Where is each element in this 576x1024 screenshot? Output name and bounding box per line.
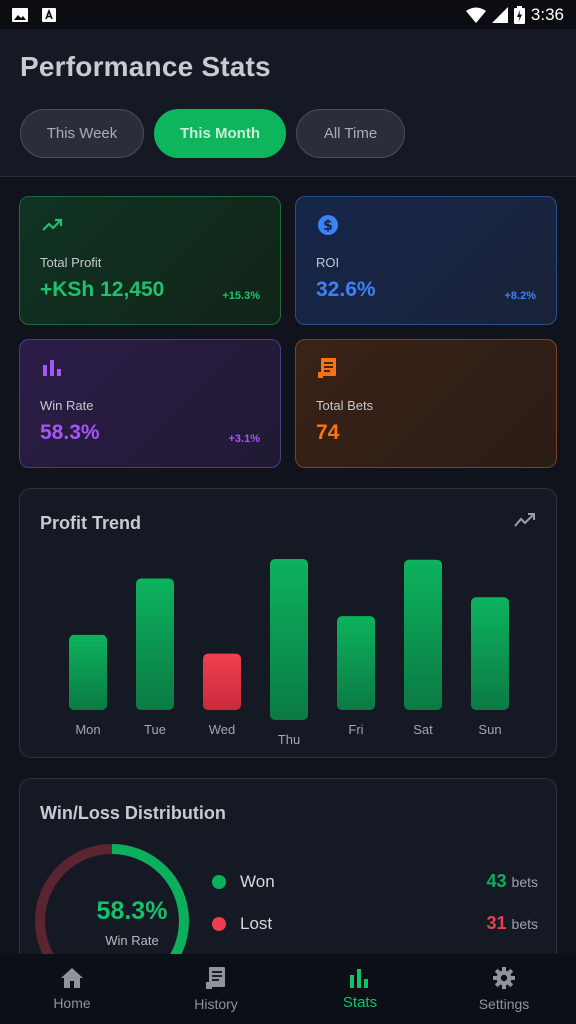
profit-trend-chart: Mon Tue Wed Thu Fri Sat Sun <box>69 559 509 747</box>
panel-title: Win/Loss Distribution <box>40 803 226 823</box>
card-change: +3.1% <box>228 433 261 445</box>
card-value: +KSh 12,450 <box>40 278 165 301</box>
card-value: 32.6% <box>316 278 376 301</box>
nav-history[interactable]: History <box>144 954 288 1024</box>
win-rate-value: 58.3% <box>96 897 168 925</box>
x-tick-label: Tue <box>144 722 166 737</box>
card-label: Total Profit <box>40 255 102 270</box>
clock: 3:36 <box>530 4 564 24</box>
gear-icon <box>493 967 515 989</box>
legend-count: 43 <box>486 871 507 891</box>
card-label: Total Bets <box>316 398 374 413</box>
legend-name: Lost <box>240 913 273 933</box>
status-bar: 3:36 <box>0 0 576 29</box>
stat-cards: Total Profit +KSh 12,450 +15.3% $ ROI 32… <box>19 196 557 468</box>
legend-lost: Lost 31 bets <box>212 913 538 934</box>
panel-title: Profit Trend <box>40 513 142 533</box>
tab-all-time[interactable]: All Time <box>296 109 405 158</box>
home-icon <box>61 968 83 988</box>
bar-chart-icon <box>43 360 61 376</box>
tab-this-month[interactable]: This Month <box>154 109 286 158</box>
nav-label: History <box>194 996 238 1012</box>
signal-icon <box>491 6 508 23</box>
x-tick-label: Mon <box>75 722 100 737</box>
x-tick-label: Fri <box>348 722 363 737</box>
nav-stats[interactable]: Stats <box>288 954 432 1024</box>
receipt-icon <box>206 967 225 989</box>
image-icon <box>12 7 28 22</box>
x-tick-label: Thu <box>278 732 300 747</box>
x-tick-label: Wed <box>209 722 236 737</box>
nav-label: Settings <box>478 996 530 1012</box>
dollar-circle-icon: $ <box>318 215 338 235</box>
total-profit-card[interactable]: Total Profit +KSh 12,450 +15.3% <box>19 196 281 325</box>
nav-label: Home <box>53 995 91 1011</box>
bar-sat[interactable] <box>404 559 442 710</box>
bar-tue[interactable] <box>136 578 174 710</box>
lost-dot <box>212 916 226 931</box>
bar-fri[interactable] <box>337 616 375 710</box>
x-tick-label: Sun <box>478 722 501 737</box>
trend-icon[interactable] <box>514 513 536 527</box>
bar-chart-icon <box>350 968 368 988</box>
page-title: Performance Stats <box>20 51 271 82</box>
header: Performance Stats This Week This Month A… <box>0 29 576 177</box>
card-change: +15.3% <box>222 290 260 302</box>
x-tick-label: Sat <box>413 722 433 737</box>
card-value: 58.3% <box>40 421 100 444</box>
wifi-icon <box>465 7 486 23</box>
nav-label: Stats <box>342 993 378 1011</box>
win-rate-card[interactable]: Win Rate 58.3% +3.1% <box>19 339 281 468</box>
trending-up-icon <box>42 218 63 231</box>
card-change: +8.2% <box>504 290 537 302</box>
roi-card[interactable]: $ ROI 32.6% +8.2% <box>295 196 557 325</box>
svg-text:$: $ <box>323 218 333 234</box>
period-tabs: This Week This Month All Time <box>20 109 556 158</box>
battery-icon <box>513 5 525 24</box>
win-loss-panel: Win/Loss Distribution 58.3% Win Rate Won… <box>19 778 557 998</box>
total-bets-card[interactable]: Total Bets 74 <box>295 339 557 468</box>
card-label: ROI <box>316 255 340 270</box>
legend-unit: bets <box>511 873 538 890</box>
nav-home[interactable]: Home <box>0 954 144 1024</box>
nav-settings[interactable]: Settings <box>432 954 576 1024</box>
legend-name: Won <box>240 871 275 891</box>
legend-count: 31 <box>486 913 507 933</box>
receipt-icon <box>318 358 336 378</box>
card-value: 74 <box>316 421 340 444</box>
bar-sun[interactable] <box>471 597 509 710</box>
card-label: Win Rate <box>40 398 94 413</box>
font-icon <box>42 7 56 22</box>
legend-unit: bets <box>511 915 538 932</box>
tab-this-week[interactable]: This Week <box>20 109 144 158</box>
legend-won: Won 43 bets <box>212 871 538 892</box>
bar-wed[interactable] <box>203 653 241 710</box>
bar-mon[interactable] <box>69 634 107 710</box>
bar-thu[interactable] <box>270 559 308 720</box>
win-rate-label: Win Rate <box>105 933 159 948</box>
profit-trend-panel: Profit Trend Mon Tue Wed Thu Fri Sat Sun <box>19 488 557 758</box>
won-dot <box>212 874 226 889</box>
bottom-nav: Home History Stats Settings <box>0 954 576 1024</box>
